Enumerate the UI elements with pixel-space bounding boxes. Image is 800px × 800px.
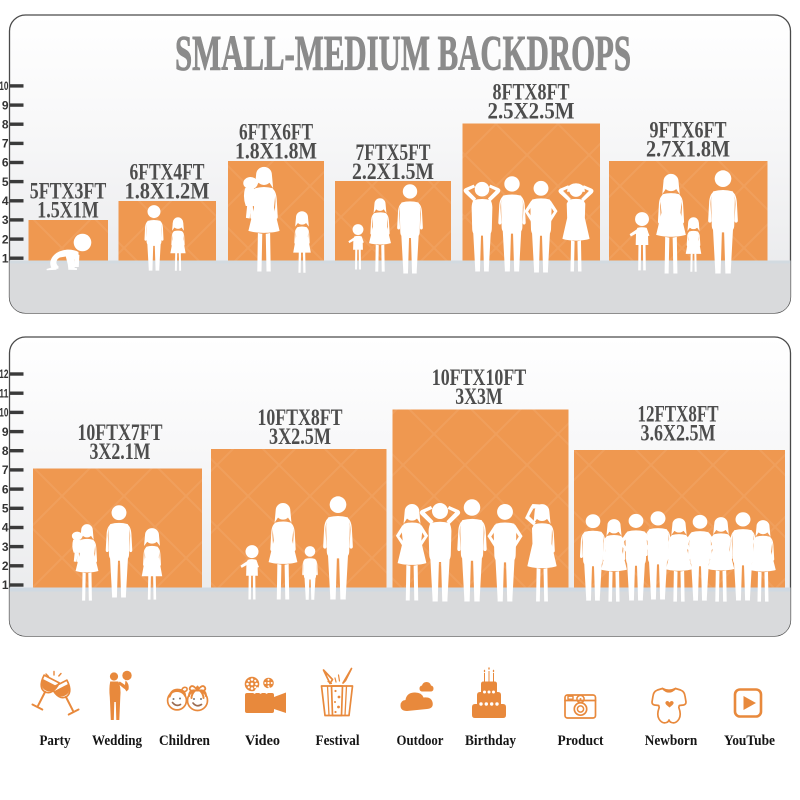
svg-text:8: 8 bbox=[2, 444, 9, 458]
svg-text:Wedding: Wedding bbox=[92, 733, 142, 749]
svg-text:11: 11 bbox=[0, 386, 9, 400]
svg-text:3X2.5M: 3X2.5M bbox=[269, 424, 331, 450]
svg-text:2: 2 bbox=[2, 232, 9, 246]
svg-text:9: 9 bbox=[2, 425, 9, 439]
svg-text:7: 7 bbox=[2, 463, 9, 477]
svg-text:10FTX8FT: 10FTX8FT bbox=[258, 405, 343, 431]
svg-text:3.6X2.5M: 3.6X2.5M bbox=[641, 421, 716, 447]
svg-text:6FTX6FT: 6FTX6FT bbox=[239, 120, 313, 146]
svg-text:3: 3 bbox=[2, 540, 9, 554]
svg-text:1.5X1M: 1.5X1M bbox=[37, 198, 99, 224]
svg-text:3X3M: 3X3M bbox=[455, 384, 503, 410]
svg-text:Product: Product bbox=[558, 733, 604, 749]
svg-text:12FTX8FT: 12FTX8FT bbox=[638, 402, 719, 428]
svg-text:8: 8 bbox=[2, 117, 9, 131]
svg-text:3X2.1M: 3X2.1M bbox=[90, 439, 151, 465]
svg-text:2.2X1.5M: 2.2X1.5M bbox=[352, 159, 434, 185]
svg-text:Newborn: Newborn bbox=[645, 733, 698, 749]
svg-text:Video: Video bbox=[245, 733, 280, 749]
svg-text:1: 1 bbox=[2, 578, 9, 592]
svg-text:Children: Children bbox=[159, 733, 211, 749]
svg-text:12: 12 bbox=[0, 367, 9, 381]
svg-text:Festival: Festival bbox=[316, 733, 360, 749]
svg-text:10: 10 bbox=[0, 406, 9, 420]
svg-text:5FTX3FT: 5FTX3FT bbox=[30, 179, 107, 205]
svg-text:9FTX6FT: 9FTX6FT bbox=[650, 118, 727, 144]
svg-text:10: 10 bbox=[0, 79, 9, 93]
svg-text:3: 3 bbox=[2, 213, 9, 227]
svg-text:7FTX5FT: 7FTX5FT bbox=[356, 140, 431, 166]
svg-text:8FTX8FT: 8FTX8FT bbox=[493, 80, 570, 106]
svg-text:5: 5 bbox=[2, 502, 9, 516]
svg-text:2.5X2.5M: 2.5X2.5M bbox=[488, 99, 575, 125]
svg-text:Outdoor: Outdoor bbox=[397, 733, 444, 749]
svg-text:Birthday: Birthday bbox=[465, 733, 516, 749]
svg-text:1.8X1.2M: 1.8X1.2M bbox=[125, 179, 210, 205]
svg-text:6: 6 bbox=[2, 156, 9, 170]
svg-text:6FTX4FT: 6FTX4FT bbox=[130, 160, 205, 186]
svg-text:SMALL-MEDIUM BACKDROPS: SMALL-MEDIUM BACKDROPS bbox=[175, 25, 631, 81]
svg-text:9: 9 bbox=[2, 98, 9, 112]
svg-text:1: 1 bbox=[2, 251, 9, 265]
svg-text:YouTube: YouTube bbox=[724, 733, 775, 749]
svg-text:4: 4 bbox=[2, 194, 9, 208]
svg-text:6: 6 bbox=[2, 482, 9, 496]
svg-text:2.7X1.8M: 2.7X1.8M bbox=[646, 137, 730, 163]
svg-text:10FTX7FT: 10FTX7FT bbox=[78, 420, 163, 446]
svg-text:7: 7 bbox=[2, 137, 9, 151]
svg-text:5: 5 bbox=[2, 175, 9, 189]
svg-text:10FTX10FT: 10FTX10FT bbox=[432, 365, 527, 391]
svg-text:2: 2 bbox=[2, 559, 9, 573]
svg-text:Party: Party bbox=[40, 733, 71, 749]
svg-text:4: 4 bbox=[2, 521, 9, 535]
svg-text:1.8X1.8M: 1.8X1.8M bbox=[235, 139, 317, 165]
